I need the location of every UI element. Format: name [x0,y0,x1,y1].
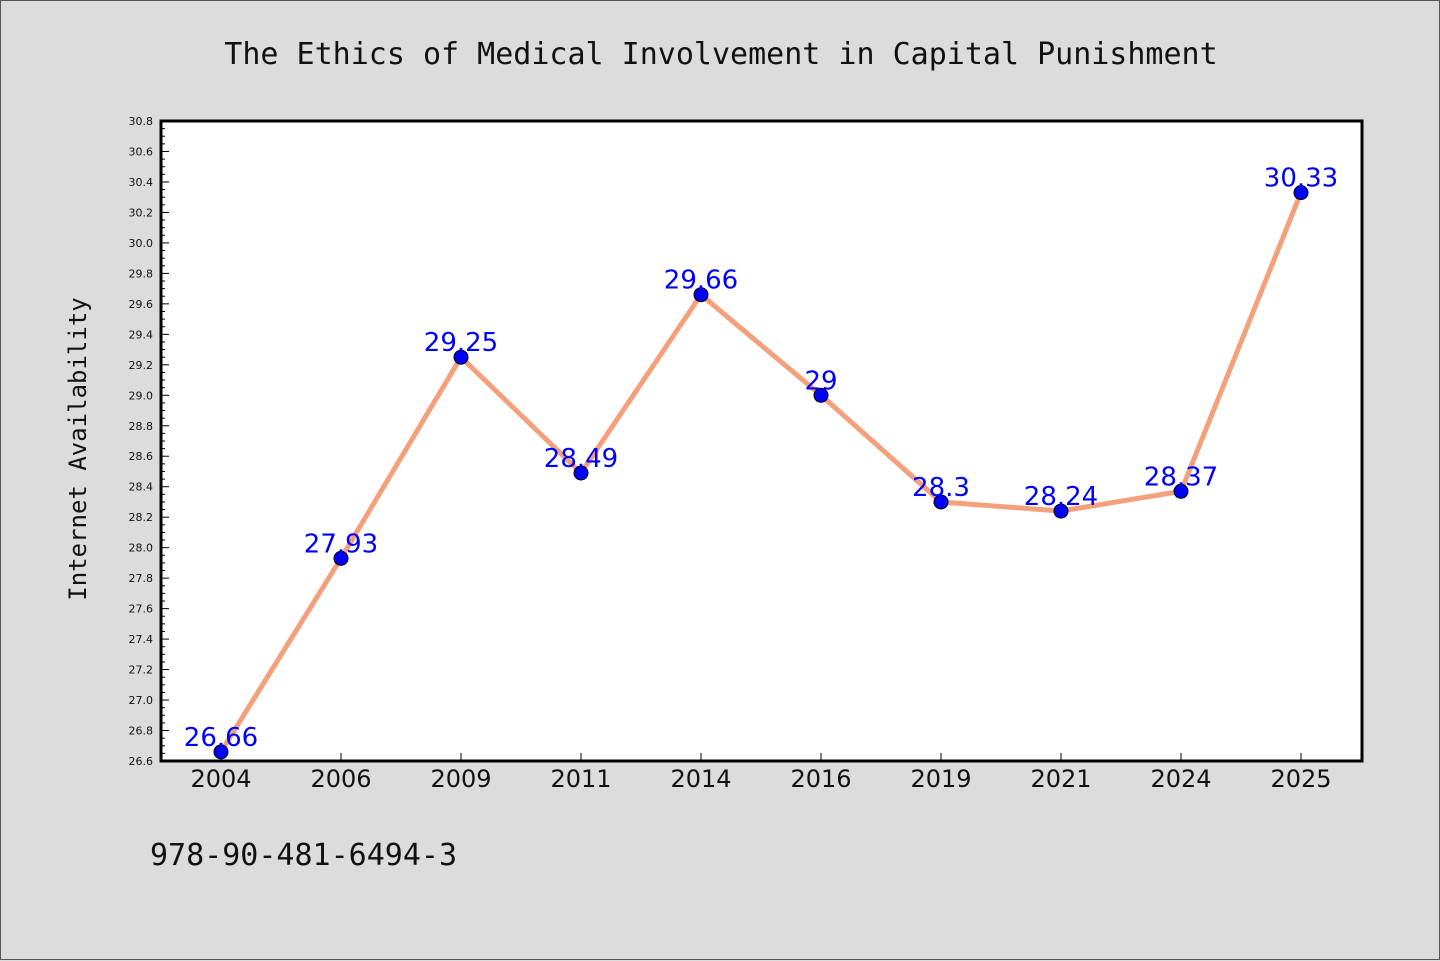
data-point [573,465,589,481]
y-tick-label: 29.6 [129,298,154,311]
data-point [933,494,949,510]
x-tick-label: 2011 [550,765,611,793]
y-tick-label: 26.8 [129,725,154,738]
data-label: 28.24 [1024,482,1098,512]
data-label: 26.66 [184,723,258,753]
data-label: 28.3 [912,473,970,503]
y-tick-label: 27.8 [129,572,154,585]
x-tick-label: 2019 [910,765,971,793]
data-point [213,744,229,760]
y-tick-label: 28.8 [129,420,154,433]
y-tick-label: 29.0 [129,389,154,402]
y-tick-label: 27.4 [129,633,154,646]
y-tick-label: 29.8 [129,267,154,280]
x-tick-label: 2004 [190,765,251,793]
data-point [693,287,709,303]
y-tick-label: 30.0 [129,237,154,250]
x-tick-label: 2025 [1270,765,1331,793]
y-tick-label: 28.6 [129,450,154,463]
y-tick-label: 29.4 [129,328,154,341]
data-point [1293,185,1309,201]
data-point [1053,503,1069,519]
plot-area [159,119,1364,763]
y-tick-label: 26.6 [129,755,154,768]
y-tick-label: 27.0 [129,694,154,707]
x-tick-label: 2006 [310,765,371,793]
data-label: 29.66 [664,266,738,296]
data-point [333,550,349,566]
data-label: 28.37 [1144,462,1218,492]
y-tick-label: 27.2 [129,664,154,677]
y-tick-label: 29.2 [129,359,154,372]
data-label: 30.33 [1264,164,1338,194]
data-label: 27.93 [304,529,378,559]
data-point [813,387,829,403]
y-tick-label: 28.4 [129,481,154,494]
y-tick-label: 27.6 [129,603,154,616]
data-point [453,349,469,365]
x-tick-label: 2009 [430,765,491,793]
x-tick-label: 2016 [790,765,851,793]
y-tick-label: 30.2 [129,206,154,219]
x-axis: 2004 2006 2009 2011 2014 2016 2019 2021 2024 2025 [190,753,1332,793]
x-tick-label: 2021 [1030,765,1091,793]
data-point [1173,483,1189,499]
series-line [218,190,1304,755]
y-tick-label: 28.0 [129,542,154,555]
y-tick-label: 28.2 [129,511,154,524]
data-label: 28.49 [544,444,618,474]
y-tick-label: 30.4 [129,176,154,189]
x-tick-label: 2014 [670,765,731,793]
y-tick-label: 30.6 [129,145,154,158]
y-tick-label: 30.8 [129,115,154,128]
chart-title: The Ethics of Medical Involvement in Cap… [224,37,1217,72]
data-label: 29 [804,366,837,396]
x-tick-label: 2024 [1150,765,1211,793]
y-axis: 26.6 26.8 27.0 27.2 27.4 27.6 27.8 28.0 28.2 28.4… [129,115,169,768]
data-label: 29.25 [424,328,498,358]
y-axis-label: Internet Availability [64,297,92,600]
series-line-layer: 26.66 27.93 29.25 28.49 29.66 29 28.3 28.24 28.3… [184,164,1338,760]
isbn-footer: 978-90-481-6494-3 [150,838,457,873]
